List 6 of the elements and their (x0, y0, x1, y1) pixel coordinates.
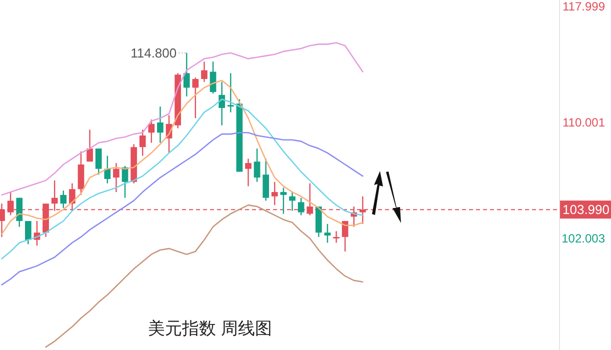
title: 美元指数 周线图 (148, 319, 272, 338)
annotation: 114.800 (130, 45, 177, 60)
y-tick-label: 117.999 (562, 0, 606, 14)
y-tick-label: 110.001 (562, 115, 606, 130)
ref-line-label: 103.990 (562, 202, 610, 218)
y-tick-label: 102.003 (562, 231, 606, 246)
